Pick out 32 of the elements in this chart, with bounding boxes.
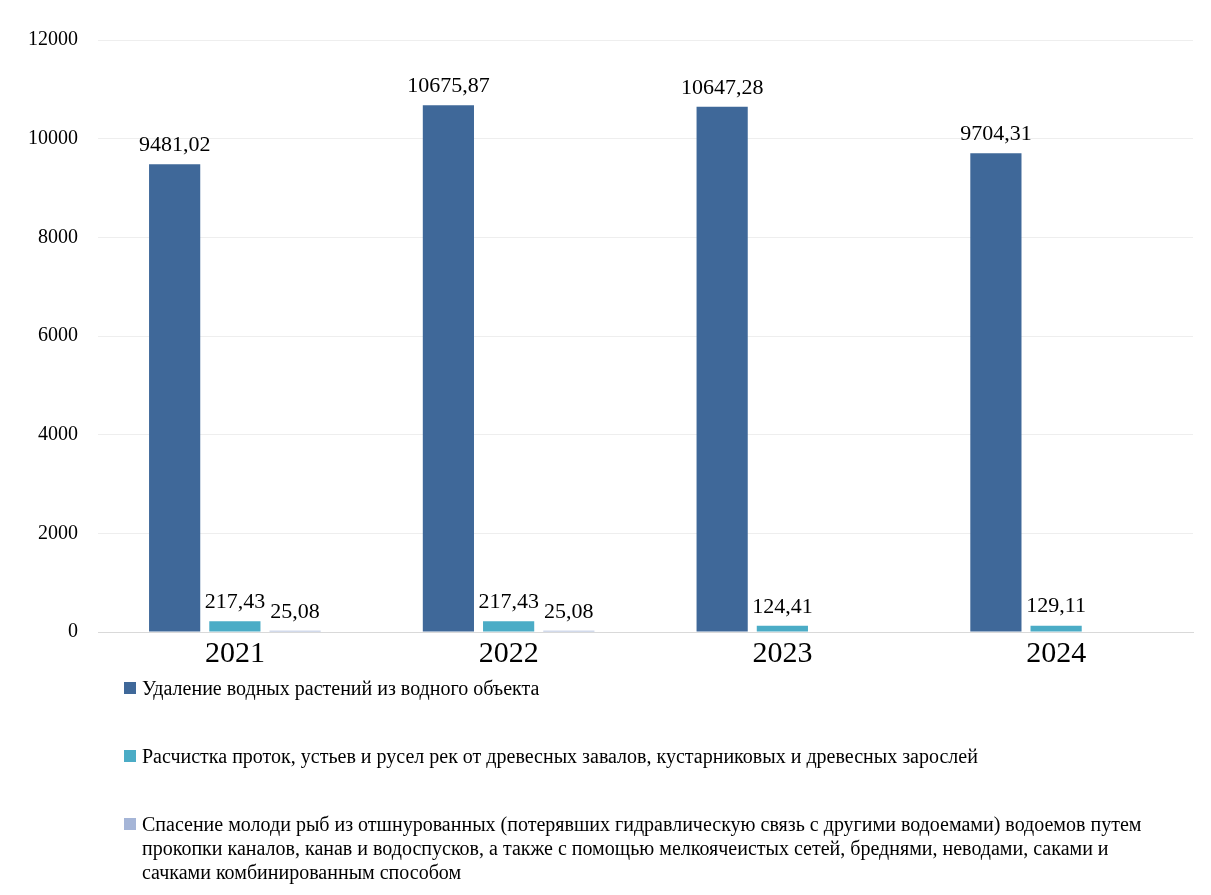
bar [149,164,201,632]
bar [756,625,808,632]
data-label: 25,08 [270,597,320,623]
y-tick-label: 4000 [38,421,78,444]
y-tick-label: 8000 [38,224,78,247]
bar [696,106,748,632]
data-label: 124,41 [752,592,813,618]
data-label: 129,11 [1026,592,1086,618]
data-label: 217,43 [204,588,266,614]
bar [209,621,261,632]
bar [1030,625,1082,632]
legend-label: Удаление водных растений из водного объекта [142,676,540,700]
data-label: 25,08 [544,597,594,623]
y-tick-label: 10000 [28,125,78,148]
bar [970,153,1022,632]
x-tick-label: 2023 [752,634,813,668]
bar [483,621,535,632]
y-tick-label: 12000 [28,27,78,50]
y-tick-label: 2000 [38,520,78,543]
data-label: 10675,87 [407,72,490,98]
x-tick-label: 2024 [1026,634,1087,668]
x-tick-label: 2021 [204,634,265,668]
y-tick-label: 0 [68,619,78,642]
data-label: 9704,31 [960,120,1032,146]
legend-label: Расчистка проток, устьев и русел рек от древесных завалов, кустарниковых и древесных зарослей [142,744,978,768]
data-label: 9481,02 [138,131,211,157]
data-label: 10647,28 [680,73,764,99]
y-tick-label: 6000 [38,323,78,346]
x-tick-label: 2022 [478,634,539,668]
bar [422,105,474,632]
legend-label: Спасение молоди рыб из отшнурованных (потерявших гидравлическую связь с другими водоемами) водоемов путем прокопки каналов, канав и водоспусков, а также с помощью мелкоячеистых сетей, бреднями, неводами, саками и сачками комбинированным способом [142,812,1143,884]
data-label: 217,43 [478,588,539,614]
